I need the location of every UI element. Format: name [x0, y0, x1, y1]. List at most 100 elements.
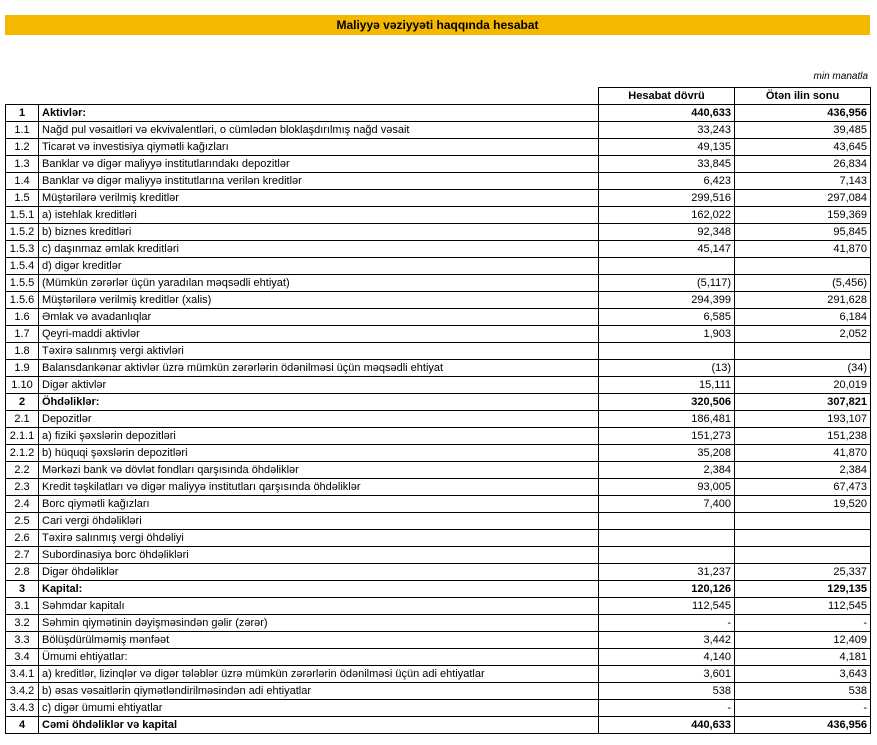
table-row: 1.8 Təxirə salınmış vergi aktivləri	[5, 342, 871, 360]
row-number: 2	[5, 393, 39, 411]
row-label: Digər aktivlər	[38, 376, 599, 394]
current-value: (5,117)	[598, 274, 735, 292]
current-value: 440,633	[598, 716, 735, 734]
row-label: (Mümkün zərərlər üçün yaradılan məqsədli…	[38, 274, 599, 292]
table-row: 1.4 Banklar və digər maliyyə institutları…	[5, 172, 871, 190]
current-value: 440,633	[598, 104, 735, 122]
column-header: Ötən ilin sonu	[734, 87, 871, 105]
report-title: Maliyyə vəziyyəti haqqında hesabat	[5, 15, 870, 35]
row-number: 1.5.3	[5, 240, 39, 258]
row-number: 1.4	[5, 172, 39, 190]
row-label: d) digər kreditlər	[38, 257, 599, 275]
previous-value: 4,181	[734, 648, 871, 666]
table-row: 1.9 Balansdankənar aktivlər üzrə mümkün z…	[5, 359, 871, 377]
header-row: Hesabat dövrü Ötən ilin sonu	[5, 87, 871, 105]
previous-value	[734, 512, 871, 530]
row-label: b) əsas vəsaitlərin qiymətləndirilməsind…	[38, 682, 599, 700]
row-label: c) digər ümumi ehtiyatlar	[38, 699, 599, 717]
current-value: 294,399	[598, 291, 735, 309]
table-row: 2.6 Təxirə salınmış vergi öhdəliyi	[5, 529, 871, 547]
row-label: Borc qiymətli kağızları	[38, 495, 599, 513]
row-label: b) hüquqi şəxslərin depozitləri	[38, 444, 599, 462]
previous-value: 129,135	[734, 580, 871, 598]
row-number: 1.5.6	[5, 291, 39, 309]
current-value: 33,243	[598, 121, 735, 139]
current-value: 35,208	[598, 444, 735, 462]
previous-value: (5,456)	[734, 274, 871, 292]
current-value	[598, 546, 735, 564]
row-number: 2.3	[5, 478, 39, 496]
table-row: 1.5.6 Müştərilərə verilmiş kreditlər (xal…	[5, 291, 871, 309]
previous-value: 2,052	[734, 325, 871, 343]
previous-value: 297,084	[734, 189, 871, 207]
blank-cell	[38, 87, 599, 105]
row-number: 2.1.2	[5, 444, 39, 462]
table-row: 2.1.2 b) hüquqi şəxslərin depozitləri 35,2…	[5, 444, 871, 462]
current-value: 186,481	[598, 410, 735, 428]
row-number: 2.4	[5, 495, 39, 513]
current-value: 120,126	[598, 580, 735, 598]
current-value: 4,140	[598, 648, 735, 666]
table-row: 1.5.2 b) biznes kreditləri 92,348 95,845	[5, 223, 871, 241]
row-number: 3.4.2	[5, 682, 39, 700]
table-row: 2.5 Cari vergi öhdəlikləri	[5, 512, 871, 530]
table-row: 1 Aktivlər: 440,633 436,956	[5, 104, 871, 122]
row-label: Təxirə salınmış vergi aktivləri	[38, 342, 599, 360]
row-label: Subordinasiya borc öhdəlikləri	[38, 546, 599, 564]
row-number: 3.4	[5, 648, 39, 666]
previous-value: 436,956	[734, 716, 871, 734]
previous-value	[734, 342, 871, 360]
balance-table: Hesabat dövrü Ötən ilin sonu 1 Aktivlər: 4…	[5, 87, 871, 734]
row-number: 2.7	[5, 546, 39, 564]
row-label: Təxirə salınmış vergi öhdəliyi	[38, 529, 599, 547]
row-label: Müştərilərə verilmiş kreditlər	[38, 189, 599, 207]
previous-value: 12,409	[734, 631, 871, 649]
table-body: Hesabat dövrü Ötən ilin sonu 1 Aktivlər: 4…	[5, 87, 871, 734]
table-row: 2.2 Mərkəzi bank və dövlət fondları qarşı…	[5, 461, 871, 479]
table-row: 1.10 Digər aktivlər 15,111 20,019	[5, 376, 871, 394]
row-label: a) istehlak kreditləri	[38, 206, 599, 224]
current-value: 2,384	[598, 461, 735, 479]
current-value: 31,237	[598, 563, 735, 581]
row-label: Müştərilərə verilmiş kreditlər (xalis)	[38, 291, 599, 309]
previous-value: 307,821	[734, 393, 871, 411]
table-row: 1.6 Əmlak və avadanlıqlar 6,585 6,184	[5, 308, 871, 326]
previous-value: 95,845	[734, 223, 871, 241]
previous-value: -	[734, 699, 871, 717]
row-number: 1.10	[5, 376, 39, 394]
table-row: 1.5.3 c) daşınmaz əmlak kreditləri 45,147 4…	[5, 240, 871, 258]
row-number: 2.1.1	[5, 427, 39, 445]
table-row: 2.8 Digər öhdəliklər 31,237 25,337	[5, 563, 871, 581]
row-label: Səhmdar kapitalı	[38, 597, 599, 615]
row-label: Aktivlər:	[38, 104, 599, 122]
row-number: 2.6	[5, 529, 39, 547]
previous-value	[734, 546, 871, 564]
current-value: 3,601	[598, 665, 735, 683]
previous-value: 67,473	[734, 478, 871, 496]
current-value: 33,845	[598, 155, 735, 173]
previous-value	[734, 529, 871, 547]
table-row: 2.1 Depozitlər 186,481 193,107	[5, 410, 871, 428]
row-label: Ümumi ehtiyatlar:	[38, 648, 599, 666]
previous-value: 26,834	[734, 155, 871, 173]
row-number: 2.8	[5, 563, 39, 581]
table-row: 3.3 Bölüşdürülməmiş mənfəət 3,442 12,409	[5, 631, 871, 649]
current-value: 320,506	[598, 393, 735, 411]
row-number: 2.5	[5, 512, 39, 530]
previous-value: 25,337	[734, 563, 871, 581]
row-number: 1.5.5	[5, 274, 39, 292]
previous-value: 193,107	[734, 410, 871, 428]
table-row: 2.3 Kredit təşkilatları və digər maliyyə …	[5, 478, 871, 496]
current-value	[598, 512, 735, 530]
row-label: a) kreditlər, lizinqlər və digər tələblə…	[38, 665, 599, 683]
current-value: 538	[598, 682, 735, 700]
row-label: b) biznes kreditləri	[38, 223, 599, 241]
row-label: Kredit təşkilatları və digər maliyyə ins…	[38, 478, 599, 496]
row-number: 1.1	[5, 121, 39, 139]
row-label: Balansdankənar aktivlər üzrə mümkün zərə…	[38, 359, 599, 377]
previous-value: 436,956	[734, 104, 871, 122]
table-row: 3.4.3 c) digər ümumi ehtiyatlar - -	[5, 699, 871, 717]
current-value: 299,516	[598, 189, 735, 207]
row-label: Səhmin qiymətinin dəyişməsindən gəlir (z…	[38, 614, 599, 632]
previous-value: 151,238	[734, 427, 871, 445]
